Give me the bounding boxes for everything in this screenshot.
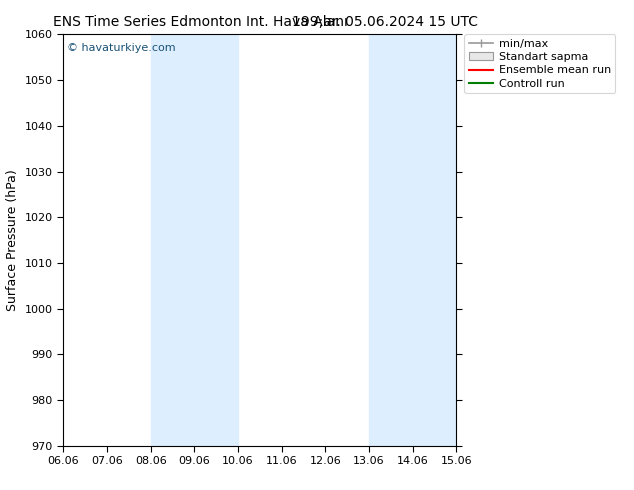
Bar xyxy=(151,34,238,446)
Legend: min/max, Standart sapma, Ensemble mean run, Controll run: min/max, Standart sapma, Ensemble mean r… xyxy=(464,34,616,93)
Bar xyxy=(369,34,456,446)
Y-axis label: Surface Pressure (hPa): Surface Pressure (hPa) xyxy=(6,169,19,311)
Text: ENS Time Series Edmonton Int. Hava Alanı: ENS Time Series Edmonton Int. Hava Alanı xyxy=(53,15,347,29)
Text: 199;ar. 05.06.2024 15 UTC: 199;ar. 05.06.2024 15 UTC xyxy=(292,15,478,29)
Text: © havaturkiye.com: © havaturkiye.com xyxy=(67,43,176,52)
